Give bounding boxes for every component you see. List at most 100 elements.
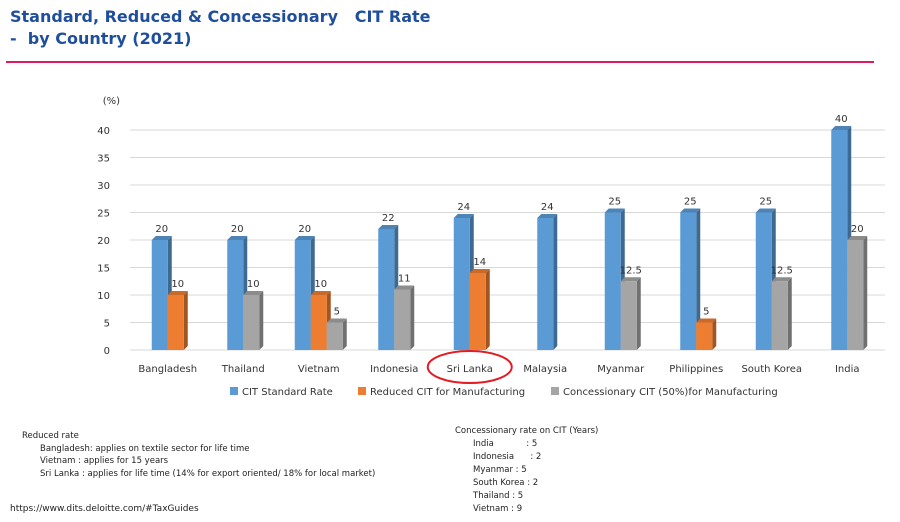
bar-bangladesh-cit-standard-rate-value-label: 20 <box>155 224 168 235</box>
page-title: Standard, Reduced & Concessionary CIT Ra… <box>10 6 431 50</box>
bar-bangladesh-cit-standard-rate <box>151 240 168 350</box>
bar-india-cit-standard-rate-value-label: 40 <box>835 114 848 125</box>
bar-thailand-concessionary-cit-50-for-manufacturing-side <box>259 291 264 350</box>
concessionary-note-indonesia: Indonesia : 2 <box>473 452 542 462</box>
bar-indonesia-cit-standard-rate <box>378 229 395 350</box>
bar-vietnam-concessionary-cit-50-for-manufacturing <box>326 322 343 350</box>
bar-south-korea-cit-standard-rate <box>755 212 772 350</box>
bar-vietnam-cit-standard-rate-top <box>294 236 315 240</box>
bar-myanmar-cit-standard-rate-top <box>604 208 625 213</box>
y-tick-label-0: 0 <box>104 346 110 357</box>
bar-vietnam-concessionary-cit-50-for-manufacturing-side <box>342 318 347 350</box>
bar-thailand-cit-standard-rate-top <box>227 236 248 240</box>
bar-myanmar-cit-standard-rate <box>604 212 621 350</box>
bar-vietnam-concessionary-cit-50-for-manufacturing-top <box>326 318 347 323</box>
reduced-rate-note-srilanka: Sri Lanka : applies for life time (14% f… <box>40 468 376 479</box>
y-tick-label-35: 35 <box>97 154 110 165</box>
bar-south-korea-concessionary-cit-50-for-manufacturing-top <box>771 277 792 282</box>
concessionary-note-thailand: Thailand : 5 <box>473 491 524 501</box>
bar-myanmar-concessionary-cit-50-for-manufacturing-side <box>636 277 641 350</box>
bar-indonesia-concessionary-cit-50-for-manufacturing-side <box>410 285 415 350</box>
bar-myanmar-concessionary-cit-50-for-manufacturing-top <box>620 277 641 282</box>
bar-indonesia-concessionary-cit-50-for-manufacturing <box>394 289 411 350</box>
x-tick-label-philippines: Philippines <box>669 364 723 375</box>
bar-malaysia-cit-standard-rate <box>537 218 554 350</box>
bar-sri-lanka-reduced-cit-for-manufacturing-value-label: 14 <box>473 257 486 268</box>
y-tick-label-30: 30 <box>97 181 110 192</box>
legend-swatch-cit-standard-rate <box>230 387 238 395</box>
reduced-rate-note-bangladesh: Bangladesh: applies on textile sector fo… <box>40 443 250 454</box>
concessionary-note-myanmar: Myanmar : 5 <box>473 465 527 475</box>
bar-vietnam-concessionary-cit-50-for-manufacturing-value-label: 5 <box>334 307 340 318</box>
bar-sri-lanka-cit-standard-rate-top <box>453 214 474 218</box>
bar-indonesia-cit-standard-rate-top <box>378 225 399 229</box>
bar-sri-lanka-reduced-cit-for-manufacturing <box>469 273 486 350</box>
y-tick-label-5: 5 <box>104 319 110 330</box>
bar-philippines-reduced-cit-for-manufacturing <box>696 322 713 350</box>
bar-philippines-cit-standard-rate-value-label: 25 <box>684 197 697 208</box>
bar-malaysia-cit-standard-rate-side <box>553 214 558 350</box>
y-axis-label: (%) <box>103 96 120 107</box>
x-tick-label-indonesia: Indonesia <box>370 364 418 375</box>
legend-swatch-reduced-cit-for-manufacturing <box>358 387 366 395</box>
x-tick-label-south-korea: South Korea <box>741 364 802 375</box>
bar-thailand-concessionary-cit-50-for-manufacturing <box>243 295 260 350</box>
bar-malaysia-cit-standard-rate-top <box>537 214 558 218</box>
bar-sri-lanka-cit-standard-rate-value-label: 24 <box>457 202 470 213</box>
bar-bangladesh-cit-standard-rate-top <box>151 236 172 240</box>
y-tick-label-10: 10 <box>97 291 110 302</box>
bar-malaysia-cit-standard-rate-value-label: 24 <box>541 202 554 213</box>
x-tick-label-bangladesh: Bangladesh <box>138 364 197 375</box>
concessionary-note-vietnam: Vietnam : 9 <box>473 504 523 514</box>
concessionary-heading: Concessionary rate on CIT (Years) <box>455 426 599 436</box>
bar-sri-lanka-cit-standard-rate <box>453 218 470 350</box>
bar-south-korea-concessionary-cit-50-for-manufacturing-value-label: 12.5 <box>771 265 793 276</box>
title-line-1: Standard, Reduced & Concessionary CIT Ra… <box>10 7 431 26</box>
source-link[interactable]: https://www.dits.deloitte.com/#TaxGuides <box>10 504 199 514</box>
legend-label-concessionary-cit-50-for-manufacturing: Concessionary CIT (50%)for Manufacturing <box>563 387 778 398</box>
cit-rate-bar-chart: 0 5 10 15 20 25 30 35 40 (%) 20 10 Bangladesh 20 10 Tha… <box>97 96 885 398</box>
x-tick-label-vietnam: Vietnam <box>298 364 340 375</box>
bar-philippines-cit-standard-rate <box>680 212 697 350</box>
bar-indonesia-cit-standard-rate-value-label: 22 <box>382 213 395 224</box>
bar-philippines-reduced-cit-for-manufacturing-value-label: 5 <box>703 307 709 318</box>
bar-south-korea-cit-standard-rate-value-label: 25 <box>759 197 772 208</box>
title-divider <box>6 61 874 63</box>
concessionary-rate-notes: Concessionary rate on CIT (Years) India … <box>455 425 598 516</box>
x-tick-label-myanmar: Myanmar <box>597 364 645 375</box>
bar-vietnam-cit-standard-rate <box>294 240 311 350</box>
reduced-rate-notes: Reduced rate Bangladesh: applies on text… <box>22 430 375 480</box>
legend-label-cit-standard-rate: CIT Standard Rate <box>242 387 333 398</box>
bar-thailand-cit-standard-rate-value-label: 20 <box>231 224 244 235</box>
bar-bangladesh-reduced-cit-for-manufacturing <box>167 295 184 350</box>
x-tick-label-thailand: Thailand <box>221 364 265 375</box>
highlight-circle-sri-lanka <box>426 350 513 384</box>
y-tick-label-20: 20 <box>97 236 110 247</box>
bar-bangladesh-reduced-cit-for-manufacturing-side <box>183 291 188 350</box>
bar-vietnam-reduced-cit-for-manufacturing-value-label: 10 <box>314 279 327 290</box>
bar-india-concessionary-cit-50-for-manufacturing-value-label: 20 <box>851 224 864 235</box>
bar-philippines-cit-standard-rate-top <box>680 208 701 213</box>
bar-south-korea-concessionary-cit-50-for-manufacturing-side <box>787 277 792 350</box>
bar-south-korea-concessionary-cit-50-for-manufacturing <box>771 281 788 350</box>
y-tick-label-40: 40 <box>97 126 110 137</box>
y-tick-label-15: 15 <box>97 264 110 275</box>
bar-philippines-reduced-cit-for-manufacturing-top <box>696 318 717 323</box>
x-tick-label-sri-lanka: Sri Lanka <box>447 364 493 375</box>
bar-myanmar-concessionary-cit-50-for-manufacturing <box>620 281 637 350</box>
reduced-rate-note-vietnam: Vietnam : applies for 15 years <box>40 456 169 466</box>
legend-swatch-concessionary-cit-50-for-manufacturing <box>551 387 559 395</box>
bar-myanmar-cit-standard-rate-value-label: 25 <box>608 197 621 208</box>
bar-india-concessionary-cit-50-for-manufacturing-top <box>847 236 868 240</box>
bar-sri-lanka-reduced-cit-for-manufacturing-side <box>485 269 490 350</box>
bar-thailand-concessionary-cit-50-for-manufacturing-top <box>243 291 264 295</box>
bar-india-concessionary-cit-50-for-manufacturing-side <box>863 236 868 350</box>
bar-bangladesh-reduced-cit-for-manufacturing-value-label: 10 <box>171 279 184 290</box>
concessionary-note-india: India : 5 <box>473 439 538 449</box>
bar-philippines-cit-standard-rate-side <box>696 208 701 350</box>
bar-vietnam-reduced-cit-for-manufacturing-top <box>310 291 331 295</box>
y-tick-label-25: 25 <box>97 209 110 220</box>
bar-thailand-cit-standard-rate <box>227 240 244 350</box>
bar-india-concessionary-cit-50-for-manufacturing <box>847 240 864 350</box>
bar-philippines-reduced-cit-for-manufacturing-side <box>712 318 717 350</box>
